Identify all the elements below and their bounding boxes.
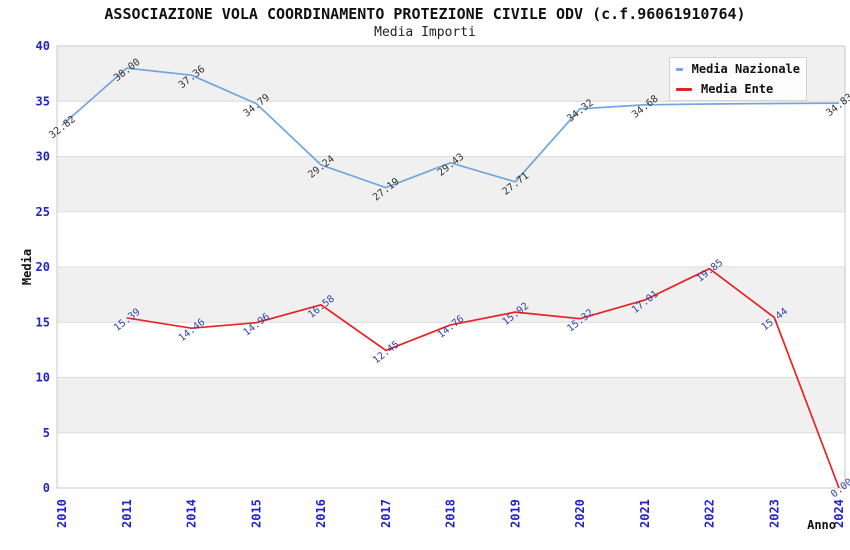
chart-title: ASSOCIAZIONE VOLA COORDINAMENTO PROTEZIO… [104, 5, 746, 23]
legend-swatch-icon [676, 87, 692, 91]
point-label: 32.82 [47, 114, 77, 141]
legend-swatch-icon [676, 67, 683, 71]
y-tick-label: 15 [36, 315, 50, 329]
x-tick-label: 2024 [832, 499, 846, 528]
y-tick-label: 25 [36, 205, 50, 219]
x-tick-label: 2020 [573, 499, 587, 528]
point-label: 0.00 [829, 477, 850, 501]
legend-item-media-ente: Media Ente [676, 81, 800, 98]
x-tick-label: 2022 [703, 499, 717, 528]
legend-item-media-nazionale: Media Nazionale [676, 61, 800, 78]
series-line-media-nazionale [61, 67, 840, 189]
x-tick-label: 2011 [120, 499, 134, 528]
chart-subtitle: Media Importi [374, 25, 476, 40]
band [57, 267, 845, 323]
y-tick-label: 10 [36, 371, 50, 385]
x-tick-label: 2010 [55, 499, 69, 528]
y-tick-label: 40 [36, 39, 50, 53]
y-tick-label: 5 [43, 426, 50, 440]
legend-label: Media Nazionale [691, 62, 800, 76]
x-tick-label: 2016 [314, 499, 328, 528]
y-tick-label: 0 [43, 481, 50, 495]
x-axis-title: Anno [807, 518, 836, 532]
y-tick-label: 35 [36, 94, 50, 108]
x-tick-label: 2019 [508, 499, 522, 528]
band [57, 156, 845, 212]
x-tick-label: 2021 [638, 499, 652, 528]
x-tick-label: 2014 [185, 499, 199, 528]
plot-border [56, 45, 846, 489]
x-tick-label: 2018 [444, 499, 458, 528]
x-tick-label: 2015 [249, 499, 263, 528]
legend-label: Media Ente [701, 82, 774, 96]
y-axis-title: Media [20, 249, 34, 285]
x-tick-label: 2023 [767, 499, 781, 528]
y-tick-label: 30 [36, 150, 50, 164]
series-line-media-ente [126, 267, 840, 489]
y-tick-label: 20 [36, 260, 50, 274]
band [57, 377, 845, 433]
chart-legend: Media Nazionale Media Ente [669, 57, 807, 101]
x-tick-label: 2017 [379, 499, 393, 528]
